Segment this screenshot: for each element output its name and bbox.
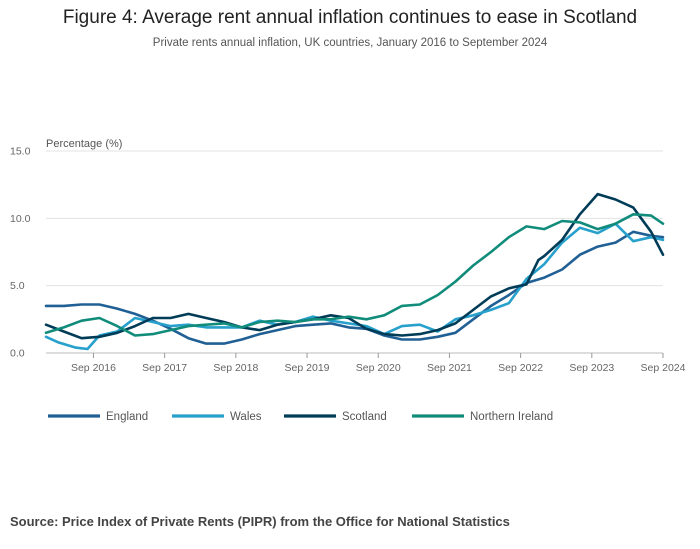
legend-label-england: England bbox=[106, 411, 148, 423]
x-tick-label: Sep 2022 bbox=[498, 362, 543, 374]
gridlines bbox=[46, 150, 663, 354]
line-chart: Percentage (%) 0.05.010.015.0 Sep 2016 Se… bbox=[10, 138, 686, 423]
y-tick-label: 15.0 bbox=[10, 146, 31, 158]
series-line-northern-ireland bbox=[44, 213, 665, 337]
y-tick-label: 5.0 bbox=[10, 280, 25, 292]
x-tick-label: Sep 2021 bbox=[427, 362, 472, 374]
chart-subtitle: Private rents annual inflation, UK count… bbox=[152, 37, 548, 49]
series-line-scotland bbox=[44, 192, 665, 340]
legend: England Wales Scotland Northern Ireland bbox=[48, 411, 553, 423]
series-line-wales bbox=[44, 222, 665, 351]
y-tick-label: 0.0 bbox=[10, 348, 25, 360]
y-tick-label: 10.0 bbox=[10, 213, 31, 225]
x-tick-label: Sep 2019 bbox=[285, 362, 330, 374]
legend-label-northern-ireland: Northern Ireland bbox=[470, 411, 553, 423]
y-axis-ticks: 0.0 5.0 10.0 15.0 bbox=[10, 146, 31, 360]
chart-title: Figure 4: Average rent annual inflation … bbox=[62, 7, 638, 28]
x-tick-label: Sep 2023 bbox=[569, 362, 614, 374]
y-axis-label: Percentage (%) bbox=[46, 138, 122, 150]
x-tick-label: Sep 2024 bbox=[641, 362, 686, 374]
x-tick-label: Sep 2017 bbox=[142, 362, 187, 374]
series-lines bbox=[44, 192, 665, 351]
x-tick-label: Sep 2016 bbox=[71, 362, 116, 374]
series-line-england bbox=[44, 230, 665, 345]
source-note: Source: Price Index of Private Rents (PI… bbox=[10, 514, 510, 529]
x-tick-label: Sep 2020 bbox=[356, 362, 401, 374]
legend-label-scotland: Scotland bbox=[342, 411, 387, 423]
x-axis-ticks: Sep 2016 Sep 2017 Sep 2018 Sep 2019 Sep 2020… bbox=[71, 353, 686, 374]
x-tick-label: Sep 2018 bbox=[213, 362, 258, 374]
legend-label-wales: Wales bbox=[230, 411, 262, 423]
